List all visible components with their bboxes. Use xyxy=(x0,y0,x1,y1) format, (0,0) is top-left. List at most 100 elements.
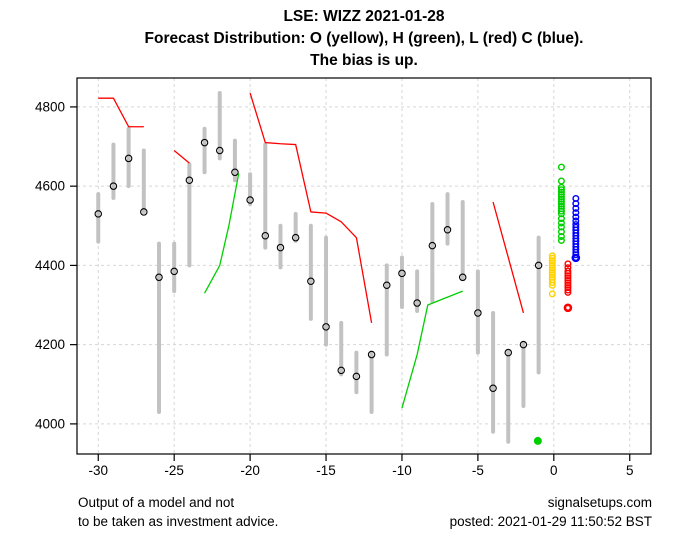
disclaimer-line1: Output of a model and not xyxy=(78,495,235,510)
x-tick-label: 5 xyxy=(626,463,634,478)
close-marker xyxy=(170,267,178,276)
attribution-text: signalsetups.com posted: 2021-01-29 11:5… xyxy=(450,494,652,531)
close-marker xyxy=(398,269,406,278)
red-signal-line xyxy=(98,97,144,128)
red-signal-line xyxy=(173,150,190,164)
forecast-open-dot xyxy=(548,254,556,262)
disclaimer-line2: to be taken as investment advice. xyxy=(78,513,279,529)
plot-border xyxy=(76,77,652,455)
close-marker xyxy=(276,243,285,252)
close-marker xyxy=(261,231,270,240)
forecast-open-dot xyxy=(548,290,556,298)
forecast-high-dot xyxy=(557,228,565,236)
forecast-close-dot xyxy=(572,204,580,212)
y-tick-label: 4400 xyxy=(35,258,65,273)
close-marker xyxy=(413,299,421,307)
forecast-high-dot xyxy=(557,200,565,208)
close-marker xyxy=(140,208,148,216)
forecast-low-dot xyxy=(564,286,572,294)
x-tick-label: 0 xyxy=(550,463,558,478)
close-marker xyxy=(367,350,376,359)
forecast-close-dot xyxy=(572,217,580,225)
close-marker xyxy=(443,225,452,234)
close-marker xyxy=(94,210,103,218)
chart-title-block: LSE: WIZZ 2021-01-28 Forecast Distributi… xyxy=(77,6,651,72)
close-marker xyxy=(291,233,300,242)
y-tick-label: 4200 xyxy=(35,337,65,352)
x-tick-label: -30 xyxy=(89,463,109,478)
close-marker xyxy=(504,348,513,357)
x-tick-label: -5 xyxy=(472,463,484,478)
forecast-high-dot xyxy=(557,210,565,218)
x-tick-label: -25 xyxy=(164,463,184,478)
forecast-low-dot xyxy=(564,281,572,289)
close-marker xyxy=(489,384,497,392)
chart-title-line3: The bias is up. xyxy=(310,52,418,69)
forecast-high-dot xyxy=(557,177,565,185)
close-marker xyxy=(322,323,330,331)
posted-timestamp: posted: 2021-01-29 11:50:52 BST xyxy=(449,513,652,529)
forecast-low-dot xyxy=(564,260,572,268)
close-marker xyxy=(307,277,315,286)
close-marker xyxy=(519,340,528,349)
close-marker xyxy=(383,281,391,289)
y-tick-label: 4800 xyxy=(35,99,65,114)
close-marker xyxy=(337,366,345,375)
green-signal-line xyxy=(401,290,463,409)
forecast-high-dot xyxy=(557,183,565,191)
forecast-high-dot xyxy=(557,202,565,210)
forecast-low-dot xyxy=(564,274,572,282)
forecast-close-dot-bold xyxy=(571,253,581,263)
y-tick-label: 4000 xyxy=(35,416,65,431)
forecast-high-dot xyxy=(557,163,565,171)
chart-title-line1: LSE: WIZZ 2021-01-28 xyxy=(283,8,445,25)
close-marker xyxy=(124,154,133,163)
close-marker xyxy=(534,261,543,270)
x-tick-label: -10 xyxy=(392,463,412,478)
close-marker xyxy=(200,138,209,147)
forecast-open-dot xyxy=(548,266,556,274)
forecast-open-dot xyxy=(548,257,556,265)
close-marker xyxy=(352,372,361,381)
close-marker xyxy=(109,182,118,190)
forecast-open-dot xyxy=(548,259,556,267)
forecast-high-dot xyxy=(557,193,565,201)
forecast-open-dot xyxy=(548,269,556,277)
forecast-high-dot xyxy=(557,215,565,223)
x-tick-label: -20 xyxy=(240,463,260,478)
disclaimer-text: Output of a model and not to be taken as… xyxy=(78,494,278,531)
forecast-high-dot xyxy=(557,223,565,231)
green-dot-marker xyxy=(533,436,542,445)
forecast-low-dot xyxy=(564,279,572,287)
forecast-close-dot xyxy=(572,200,580,208)
forecast-high-dot xyxy=(557,195,565,203)
forecast-low-dot-bold xyxy=(563,303,573,313)
chart-title-line2: Forecast Distribution: O (yellow), H (gr… xyxy=(144,30,584,47)
forecast-low-dot xyxy=(564,276,572,284)
site-name: signalsetups.com xyxy=(547,495,652,510)
forecast-open-dot xyxy=(548,278,556,286)
green-signal-line xyxy=(203,173,240,294)
forecast-open-dot xyxy=(548,281,556,289)
forecast-high-dot xyxy=(557,232,565,240)
forecast-high-dot xyxy=(557,236,565,244)
forecast-high-dot xyxy=(557,186,565,194)
close-marker xyxy=(458,273,467,282)
close-marker xyxy=(474,309,482,317)
close-marker xyxy=(428,241,437,250)
forecast-open-dot xyxy=(548,261,556,269)
forecast-open-dot xyxy=(548,264,556,272)
forecast-low-dot xyxy=(564,284,572,292)
forecast-low-dot xyxy=(564,267,572,275)
forecast-low-dot xyxy=(564,272,572,280)
forecast-high-dot xyxy=(557,198,565,206)
red-signal-line xyxy=(249,92,373,323)
y-tick-label: 4600 xyxy=(35,179,65,194)
close-marker xyxy=(155,273,163,282)
forecast-open-dot xyxy=(548,252,556,260)
forecast-high-dot xyxy=(557,188,565,196)
red-signal-line xyxy=(492,201,525,314)
forecast-close-dot xyxy=(572,213,580,221)
